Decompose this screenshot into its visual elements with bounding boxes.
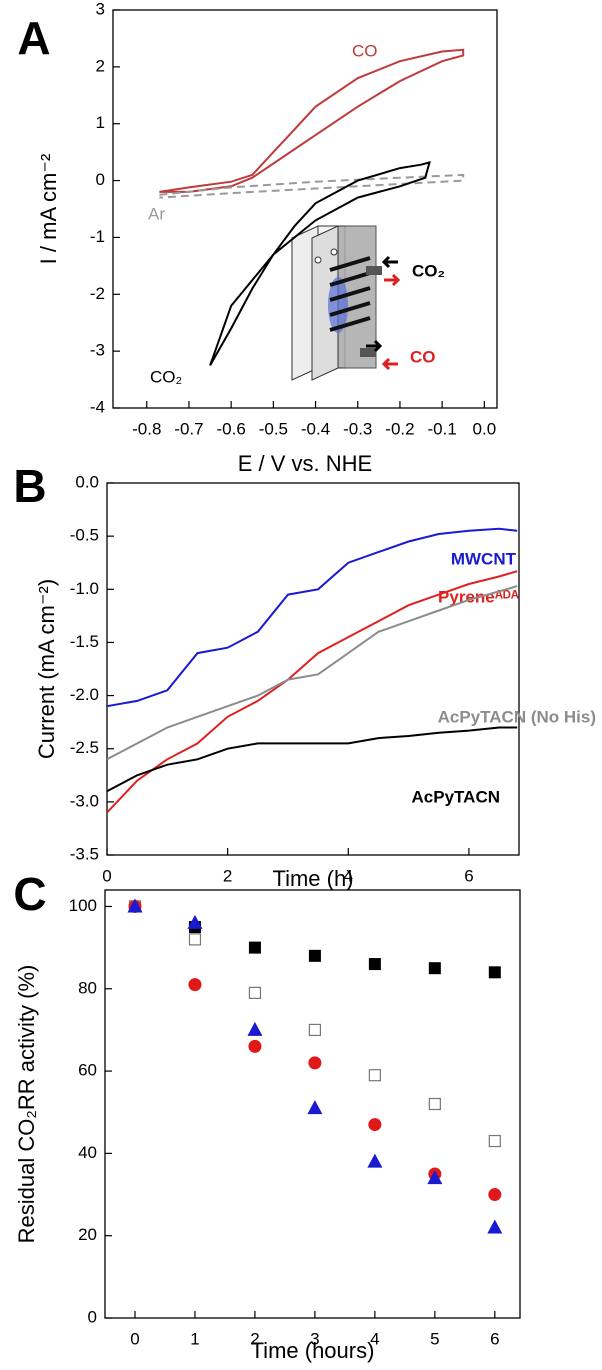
series-line [106,527,518,708]
y-axis-label: I / mA cm⁻² [36,154,61,265]
plot-frame [106,482,520,856]
x-tick-label: 6 [490,1329,499,1348]
y-tick-label: 3 [96,0,105,18]
marker [367,1153,383,1168]
marker [368,1118,382,1132]
y-tick-label: 1 [96,113,105,132]
x-tick-label: 0 [130,1329,139,1348]
y-tick-label: 0 [96,170,105,189]
inset-label: CO [410,347,436,366]
y-tick-label: 0.0 [75,472,99,491]
panel-label: A [17,12,50,64]
y-tick-label: 60 [78,1061,97,1080]
series-label: AcPyTACN [412,787,500,806]
y-tick-label: 40 [78,1143,97,1162]
y-tick-label: -1 [90,227,105,246]
marker [488,1134,501,1148]
marker [308,949,321,962]
y-tick-label: 100 [69,896,97,915]
plot-frame [104,889,521,1319]
x-tick-label: 0.0 [473,419,497,438]
y-tick-label: 2 [96,56,105,75]
marker [487,1219,503,1234]
y-tick-label: -3.0 [70,791,99,810]
x-tick-label: -0.5 [259,419,288,438]
x-tick-label: -0.3 [343,419,372,438]
marker [307,1100,323,1115]
x-tick-label: -0.7 [174,419,203,438]
series-line [159,173,465,199]
series-label: Ar [148,204,165,223]
y-tick-label: -1.5 [70,632,99,651]
y-tick-label: -2.5 [70,738,99,757]
x-tick-label: -0.2 [385,419,414,438]
y-tick-label: -4 [90,397,105,416]
marker [188,933,202,946]
y-tick-label: -2.0 [70,685,99,704]
y-tick-label: 80 [78,978,97,997]
y-tick-label: -0.5 [70,526,99,545]
x-tick-label: 4 [370,1329,379,1348]
y-tick-label: 0 [88,1307,97,1326]
series-line [159,48,465,193]
y-tick-label: -1.0 [70,579,99,598]
x-tick-label: -0.4 [301,419,330,438]
marker [308,1023,321,1037]
panel-label: C [13,868,46,920]
x-axis-label: Time (hours) [251,1338,375,1363]
x-tick-label: -0.1 [427,419,456,438]
panel-label: B [13,460,46,512]
x-tick-label: 4 [344,866,353,885]
cell-inset [291,225,401,381]
x-axis-label: E / V vs. NHE [238,451,372,476]
x-tick-label: -0.8 [132,419,161,438]
marker [187,914,203,929]
marker [428,1097,441,1111]
series-label: CO [352,41,378,60]
series-line [106,726,518,793]
x-tick-label: 1 [190,1329,199,1348]
marker [248,1039,262,1053]
marker [248,986,262,999]
marker [427,1170,443,1185]
y-tick-label: 20 [78,1225,97,1244]
series-line [209,160,431,366]
x-tick-label: 2 [250,1329,259,1348]
marker [428,962,441,975]
y-axis-label: Current (mA cm⁻²) [34,579,59,759]
y-tick-label: -3 [90,341,105,360]
series-line [106,570,518,814]
marker [488,1188,502,1202]
marker [368,1069,381,1082]
series-label: AcPyTACN (No His) [438,707,596,726]
series-line [106,585,518,761]
x-tick-label: 6 [464,866,473,885]
y-tick-label: -2 [90,284,105,303]
series-label: MWCNT [451,549,517,568]
marker [308,1056,322,1070]
x-tick-label: -0.6 [217,419,246,438]
marker [488,966,501,979]
marker [248,941,261,954]
marker [368,958,381,971]
x-tick-label: 0 [102,866,111,885]
marker [188,978,202,992]
y-tick-label: -3.5 [70,844,99,863]
marker [127,898,143,913]
x-tick-label: 2 [223,866,232,885]
x-axis-label: Time (h) [272,866,353,891]
x-tick-label: 3 [310,1329,319,1348]
y-axis-label: Residual CO₂RR activity (%) [14,965,39,1244]
series-label: CO₂ [150,367,182,386]
marker [247,1021,263,1036]
inset-label: CO₂ [412,261,445,280]
x-tick-label: 5 [430,1329,439,1348]
plot-frame [112,9,498,409]
